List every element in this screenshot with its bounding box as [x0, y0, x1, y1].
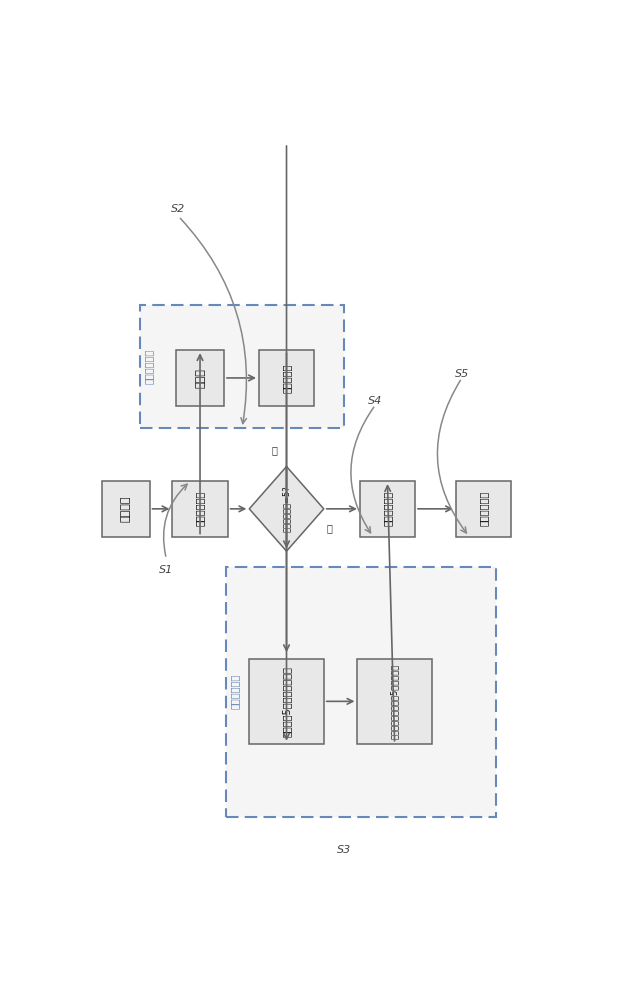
Text: S4: S4 [368, 396, 383, 406]
Text: 如果字符个数=5?: 如果字符个数=5? [282, 485, 291, 532]
Text: S3: S3 [337, 845, 352, 855]
Bar [172, 481, 228, 537]
Bar [456, 481, 511, 537]
Text: 是: 是 [326, 523, 332, 533]
Polygon shape [249, 466, 324, 551]
Text: 否: 否 [272, 445, 277, 455]
Bar [360, 481, 415, 537]
Text: 水平投影分割: 水平投影分割 [195, 491, 205, 526]
Text: 二値图像: 二値图像 [120, 496, 131, 522]
Text: 粗分割: 粗分割 [195, 368, 205, 388]
Bar [259, 350, 314, 406]
Bar [140, 305, 344, 428]
Text: 寻找最佳字符: 寻找最佳字符 [383, 491, 392, 526]
Bar [249, 659, 324, 744]
Text: 获取最高识别分数的5个字符位置: 获取最高识别分数的5个字符位置 [390, 664, 399, 739]
Text: 垂直投影割: 垂直投影割 [281, 363, 291, 393]
Bar [226, 567, 495, 817]
Bar [357, 659, 432, 744]
Text: 依次提叕5个字符进行识别: 依次提叕5个字符进行识别 [281, 666, 291, 737]
Text: S1: S1 [159, 565, 174, 575]
Text: S5: S5 [455, 369, 469, 379]
Bar [102, 481, 149, 537]
Bar [176, 350, 224, 406]
Text: 下层字符识别: 下层字符识别 [230, 674, 240, 709]
Text: S2: S2 [171, 204, 185, 214]
Text: 上层字符分割: 上层字符分割 [479, 491, 489, 526]
Text: 下层字符分割: 下层字符分割 [144, 349, 154, 384]
